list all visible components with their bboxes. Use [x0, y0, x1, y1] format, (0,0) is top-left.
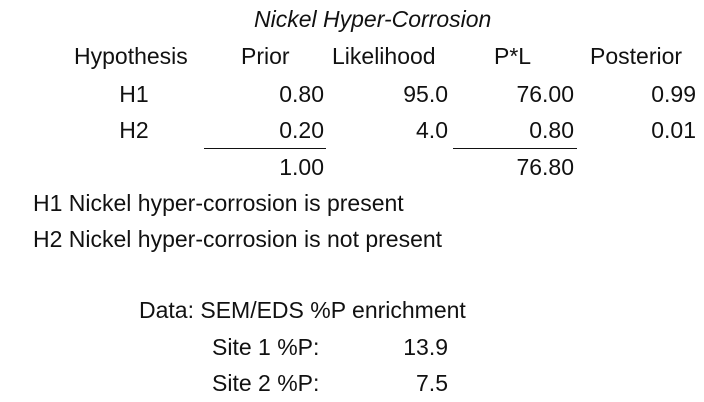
row-h2-likelihood: 4.0	[416, 117, 448, 143]
definition-h2: H2 Nickel hyper-corrosion is not present	[33, 226, 443, 252]
site-2-value: 7.5	[416, 370, 448, 396]
row-h1-likelihood: 95.0	[403, 81, 448, 107]
pl-sum-rule	[453, 148, 577, 149]
row-h1-prior: 0.80	[279, 81, 324, 107]
row-h1-hypothesis: H1	[119, 81, 149, 107]
row-h2-hypothesis: H2	[119, 117, 149, 143]
header-pl: P*L	[494, 43, 532, 69]
prior-sum-rule	[204, 148, 326, 149]
header-likelihood: Likelihood	[332, 43, 436, 69]
table-title: Nickel Hyper-Corrosion	[254, 6, 492, 32]
data-label: Data: SEM/EDS %P enrichment	[139, 297, 466, 323]
total-prior: 1.00	[279, 154, 324, 180]
header-posterior: Posterior	[590, 43, 683, 69]
row-h2-posterior: 0.01	[651, 117, 696, 143]
header-hypothesis: Hypothesis	[74, 43, 188, 69]
site-1-value: 13.9	[403, 334, 448, 360]
row-h1-posterior: 0.99	[651, 81, 696, 107]
header-prior: Prior	[241, 43, 290, 69]
definition-h1: H1 Nickel hyper-corrosion is present	[33, 190, 404, 216]
site-1-label: Site 1 %P:	[212, 334, 320, 360]
row-h2-prior: 0.20	[279, 117, 324, 143]
total-pl: 76.80	[516, 154, 574, 180]
row-h2-pl: 0.80	[529, 117, 574, 143]
row-h1-pl: 76.00	[516, 81, 574, 107]
site-2-label: Site 2 %P:	[212, 370, 320, 396]
